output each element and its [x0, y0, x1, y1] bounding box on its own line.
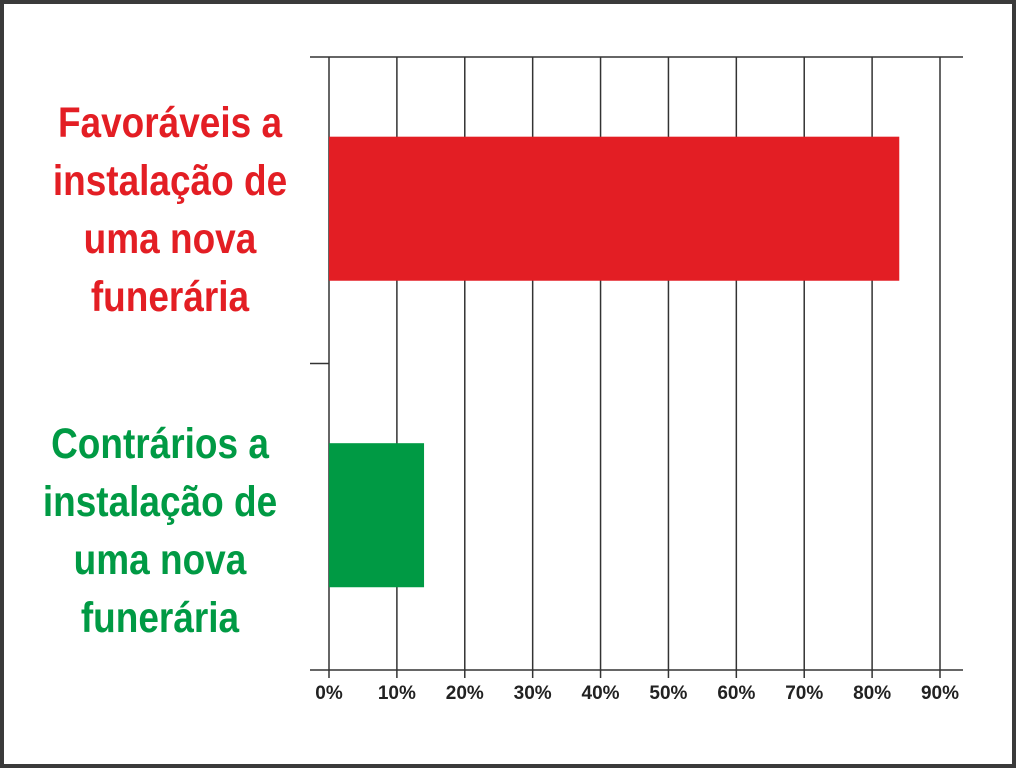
x-tick-label: 70%: [785, 683, 823, 704]
x-tick-label: 80%: [853, 683, 891, 704]
x-tick-label: 40%: [582, 683, 620, 704]
x-tick-label: 0%: [315, 683, 343, 704]
category-label: Favoráveis a instalação de uma nova fune…: [52, 99, 288, 322]
x-tick-label: 30%: [514, 683, 552, 704]
x-tick-label: 10%: [378, 683, 416, 704]
x-tick-label: 60%: [717, 683, 755, 704]
category-label: Contrários a instalação de uma nova fune…: [42, 419, 278, 642]
x-tick-label: 90%: [921, 683, 959, 704]
bar: [329, 136, 900, 281]
x-tick-label: 20%: [446, 683, 484, 704]
bar: [329, 443, 425, 588]
x-tick-label: 50%: [649, 683, 687, 704]
